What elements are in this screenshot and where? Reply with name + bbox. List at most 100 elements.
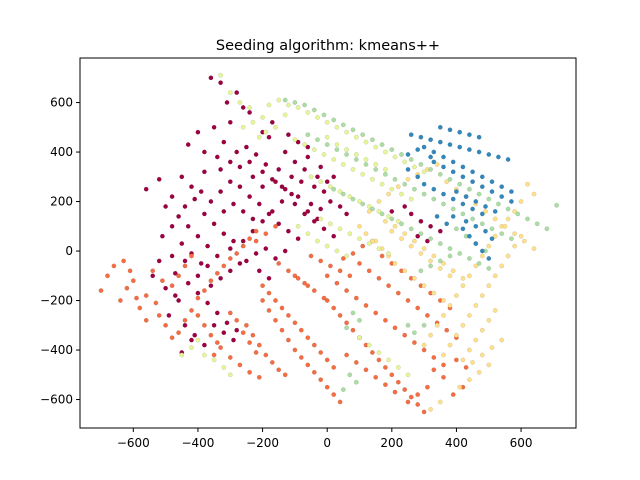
data-point xyxy=(292,273,298,279)
data-point xyxy=(421,347,427,353)
data-point xyxy=(489,189,495,194)
data-point xyxy=(211,221,217,227)
data-point xyxy=(486,266,492,271)
data-point xyxy=(227,256,233,261)
data-point xyxy=(302,102,307,108)
data-point xyxy=(340,162,346,167)
data-point xyxy=(470,169,475,175)
data-point xyxy=(331,157,337,162)
data-point xyxy=(415,147,421,152)
data-point xyxy=(437,266,443,271)
data-point xyxy=(143,293,149,298)
data-point xyxy=(263,246,269,251)
data-point xyxy=(399,221,404,227)
data-point xyxy=(311,342,317,348)
data-point xyxy=(486,152,492,157)
data-point xyxy=(260,218,265,224)
data-point xyxy=(156,258,162,264)
data-point xyxy=(253,251,259,256)
data-point xyxy=(370,176,375,182)
data-point xyxy=(489,236,495,242)
data-point xyxy=(408,132,414,138)
data-point xyxy=(489,345,495,350)
data-point xyxy=(195,129,201,135)
data-point xyxy=(389,186,395,192)
data-point xyxy=(476,261,482,266)
data-point xyxy=(134,295,139,301)
data-point xyxy=(331,365,337,370)
data-point xyxy=(441,298,446,303)
data-point xyxy=(441,261,446,266)
data-point xyxy=(127,268,133,274)
y-tick-label: 0 xyxy=(65,244,73,258)
data-point xyxy=(470,179,475,185)
data-point xyxy=(463,365,469,370)
data-point xyxy=(250,119,256,125)
data-point xyxy=(389,209,395,214)
data-point xyxy=(454,332,459,338)
data-point xyxy=(344,325,349,331)
data-point xyxy=(467,256,472,261)
data-point xyxy=(298,355,304,360)
data-point xyxy=(373,310,379,316)
data-point xyxy=(463,218,469,224)
data-point xyxy=(428,236,433,242)
data-point xyxy=(421,191,427,197)
data-point xyxy=(437,124,443,130)
data-point xyxy=(383,149,388,155)
data-point xyxy=(402,387,408,392)
data-point xyxy=(153,300,159,306)
data-point xyxy=(247,340,252,345)
data-point xyxy=(179,241,185,246)
data-point xyxy=(318,216,324,222)
data-point xyxy=(492,273,498,279)
data-point xyxy=(479,184,485,190)
data-point xyxy=(279,184,285,190)
data-point xyxy=(205,300,210,306)
data-point xyxy=(428,154,433,160)
data-point xyxy=(366,268,372,274)
data-point xyxy=(447,142,453,147)
data-point xyxy=(483,209,488,214)
data-point xyxy=(163,322,168,328)
data-point xyxy=(295,223,301,229)
data-point xyxy=(350,310,356,316)
data-point xyxy=(324,273,330,279)
data-point xyxy=(363,367,369,373)
data-point xyxy=(263,162,269,167)
data-point xyxy=(311,218,317,224)
data-point xyxy=(221,231,227,237)
data-point xyxy=(289,174,294,180)
data-point xyxy=(337,204,343,209)
data-point xyxy=(305,144,311,150)
data-point xyxy=(269,176,275,182)
data-point xyxy=(379,142,385,147)
data-point xyxy=(305,362,311,368)
data-point xyxy=(318,350,324,355)
data-point xyxy=(418,268,424,274)
data-point xyxy=(392,261,398,266)
data-point xyxy=(370,137,375,143)
data-point xyxy=(373,167,379,172)
data-point xyxy=(218,72,223,78)
data-point xyxy=(282,248,288,254)
data-point xyxy=(431,253,437,259)
data-point xyxy=(118,298,123,303)
data-point xyxy=(227,355,233,360)
data-point xyxy=(470,360,475,365)
y-tick-label: 400 xyxy=(50,145,73,159)
data-point xyxy=(521,238,527,244)
data-point xyxy=(150,273,156,279)
data-point xyxy=(253,152,259,157)
data-point xyxy=(467,186,472,192)
data-point xyxy=(334,124,340,130)
data-point xyxy=(324,179,330,185)
data-point xyxy=(247,105,252,110)
data-point xyxy=(428,258,433,264)
data-point xyxy=(227,159,233,165)
data-point xyxy=(447,253,453,259)
data-point xyxy=(486,283,492,289)
data-point xyxy=(509,199,514,204)
data-point xyxy=(311,107,317,113)
data-point xyxy=(512,209,517,214)
